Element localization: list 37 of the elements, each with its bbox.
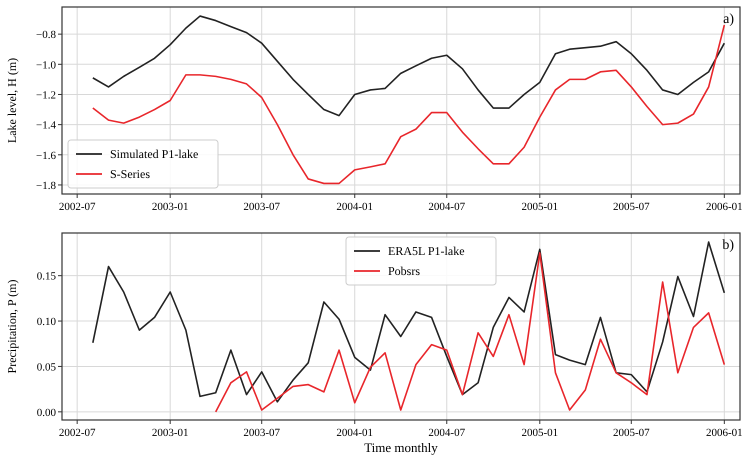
x-tick-label: 2004-01 — [336, 201, 374, 213]
x-tick-label: 2003-07 — [243, 427, 281, 439]
y-tick-label: 0.05 — [36, 361, 56, 374]
legend-label: ERA5L P1-lake — [388, 244, 465, 258]
x-tick-label: 2003-01 — [152, 427, 189, 439]
y-tick-label: 0.15 — [36, 270, 56, 283]
x-tick-label: 2005-01 — [521, 427, 558, 439]
y-tick-label: −0.8 — [36, 29, 56, 42]
legend-label: S-Series — [110, 167, 150, 181]
line-series — [92, 15, 726, 116]
x-tick-label: 2002-07 — [58, 427, 96, 439]
y-tick-label: −1.8 — [36, 180, 56, 192]
x-tick-label: 2006-01 — [706, 201, 743, 213]
x-tick-label: 2004-07 — [428, 427, 466, 439]
annotation: a) — [723, 12, 734, 27]
x-axis-title: Time monthly — [364, 440, 438, 455]
x-tick-label: 2006-01 — [706, 427, 743, 439]
x-tick-label: 2003-01 — [152, 201, 189, 213]
x-tick-label: 2005-07 — [612, 427, 650, 439]
y-tick-label: −1.4 — [36, 120, 56, 132]
y-axis-title: Precipitation, P (m) — [5, 280, 19, 374]
x-tick-label: 2004-01 — [336, 427, 374, 439]
y-tick-label: 0.00 — [36, 406, 56, 419]
x-tick-label: 2005-07 — [612, 201, 650, 213]
legend-label: Simulated P1-lake — [110, 147, 198, 161]
line-series — [92, 24, 726, 184]
x-tick-label: 2002-07 — [58, 201, 96, 213]
x-tick-label: 2005-01 — [521, 201, 558, 213]
y-tick-label: −1.6 — [36, 150, 56, 162]
y-axis-title: Lake level, H (m) — [5, 58, 19, 144]
y-tick-label: −1.2 — [36, 89, 56, 102]
x-tick-label: 2004-07 — [428, 201, 466, 213]
y-tick-label: −1.0 — [36, 59, 56, 72]
y-tick-label: 0.10 — [36, 316, 56, 328]
legend-label: Pobsrs — [388, 264, 420, 278]
annotation: b) — [722, 238, 734, 253]
x-tick-label: 2003-07 — [243, 201, 281, 213]
